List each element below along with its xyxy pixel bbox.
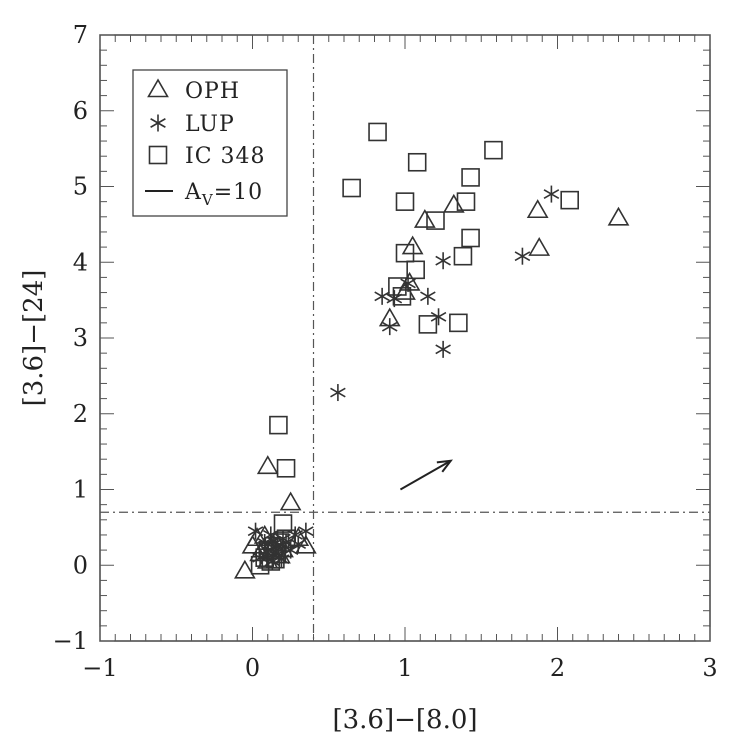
y-axis-label: [3.6]−[24] [19, 270, 49, 407]
square-marker [264, 537, 284, 556]
asterisk-marker [247, 522, 264, 540]
square-marker [276, 458, 296, 478]
series-ic-348 [250, 122, 580, 575]
x-tick-label: 0 [245, 654, 260, 682]
square-marker [392, 287, 412, 306]
y-tick-labels: −1 0 1 2 3 4 5 6 7 [53, 21, 88, 655]
triangle-marker [294, 534, 317, 554]
vector-arrowhead [436, 459, 453, 473]
legend-label: IC 348 [185, 144, 266, 169]
square-marker [461, 168, 480, 187]
triangle-marker [526, 199, 549, 219]
square-marker [484, 140, 503, 160]
series-layer [233, 122, 630, 579]
y-tick-label: 3 [73, 324, 88, 352]
legend-asterisk-marker [150, 114, 166, 132]
series-oph [233, 193, 630, 579]
square-marker [276, 529, 296, 549]
y-tick-label: 6 [73, 97, 88, 125]
asterisk-marker [435, 252, 451, 270]
square-marker [368, 122, 387, 142]
triangle-marker [607, 206, 630, 226]
y-tick-label: 0 [73, 551, 88, 579]
triangle-marker [256, 455, 279, 475]
square-marker [388, 277, 407, 296]
legend-items: OPH LUP IC 348 AV=10 [145, 78, 266, 209]
square-marker [560, 190, 580, 210]
extinction-vector [399, 459, 453, 491]
minor-ticks [100, 35, 710, 641]
major-ticks [99, 34, 711, 642]
square-marker [406, 260, 425, 280]
asterisk-marker [435, 340, 451, 358]
plot-area [99, 34, 711, 642]
square-marker [426, 211, 445, 230]
square-marker [261, 552, 281, 571]
legend-label: LUP [185, 112, 235, 137]
y-tick-label: 7 [73, 21, 88, 49]
legend-item: AV=10 [145, 180, 263, 209]
asterisk-marker [543, 185, 560, 203]
legend-item: OPH [147, 78, 240, 104]
y-tick-label: 2 [73, 400, 88, 428]
triangle-marker [279, 491, 302, 511]
square-marker [266, 549, 285, 569]
x-tick-labels: −1 0 1 2 3 [82, 654, 717, 682]
square-marker [273, 514, 293, 533]
x-tick-label: 1 [397, 654, 412, 682]
x-tick-label: −1 [82, 654, 117, 682]
square-marker [461, 228, 480, 248]
vector-shaft [399, 459, 452, 491]
square-marker [418, 315, 438, 334]
triangle-marker [442, 193, 465, 213]
legend-item: IC 348 [148, 144, 266, 169]
legend-square-marker [148, 145, 168, 165]
reference-lines [100, 35, 710, 641]
square-marker [453, 246, 473, 266]
y-tick-label: 4 [73, 248, 88, 276]
x-tick-label: 3 [702, 654, 717, 682]
asterisk-marker [420, 287, 436, 305]
asterisk-marker [374, 287, 390, 305]
square-marker [395, 192, 415, 211]
triangle-marker [233, 559, 256, 579]
x-axis-label: [3.6]−[8.0] [332, 705, 477, 735]
asterisk-marker [298, 522, 314, 540]
y-tick-label: −1 [53, 627, 88, 655]
legend-item: LUP [150, 112, 235, 137]
x-tick-label: 2 [550, 654, 565, 682]
square-marker [269, 415, 288, 435]
y-tick-label: 5 [73, 173, 88, 201]
y-tick-label: 1 [73, 476, 88, 504]
square-marker [342, 178, 361, 198]
triangle-marker [413, 208, 436, 228]
asterisk-marker [430, 308, 447, 326]
asterisk-marker [514, 247, 531, 265]
legend-label: OPH [185, 79, 240, 104]
square-marker [407, 152, 427, 172]
square-marker [456, 192, 476, 211]
square-marker [250, 555, 270, 575]
triangle-marker [528, 237, 551, 256]
asterisk-marker [381, 318, 398, 336]
asterisk-marker [330, 384, 346, 402]
legend-label: AV=10 [184, 180, 263, 209]
square-marker [449, 313, 468, 333]
square-marker [395, 243, 415, 263]
triangle-marker [246, 527, 268, 547]
legend-triangle-marker [147, 78, 169, 98]
legend: OPH LUP IC 348 AV=10 [132, 69, 288, 217]
